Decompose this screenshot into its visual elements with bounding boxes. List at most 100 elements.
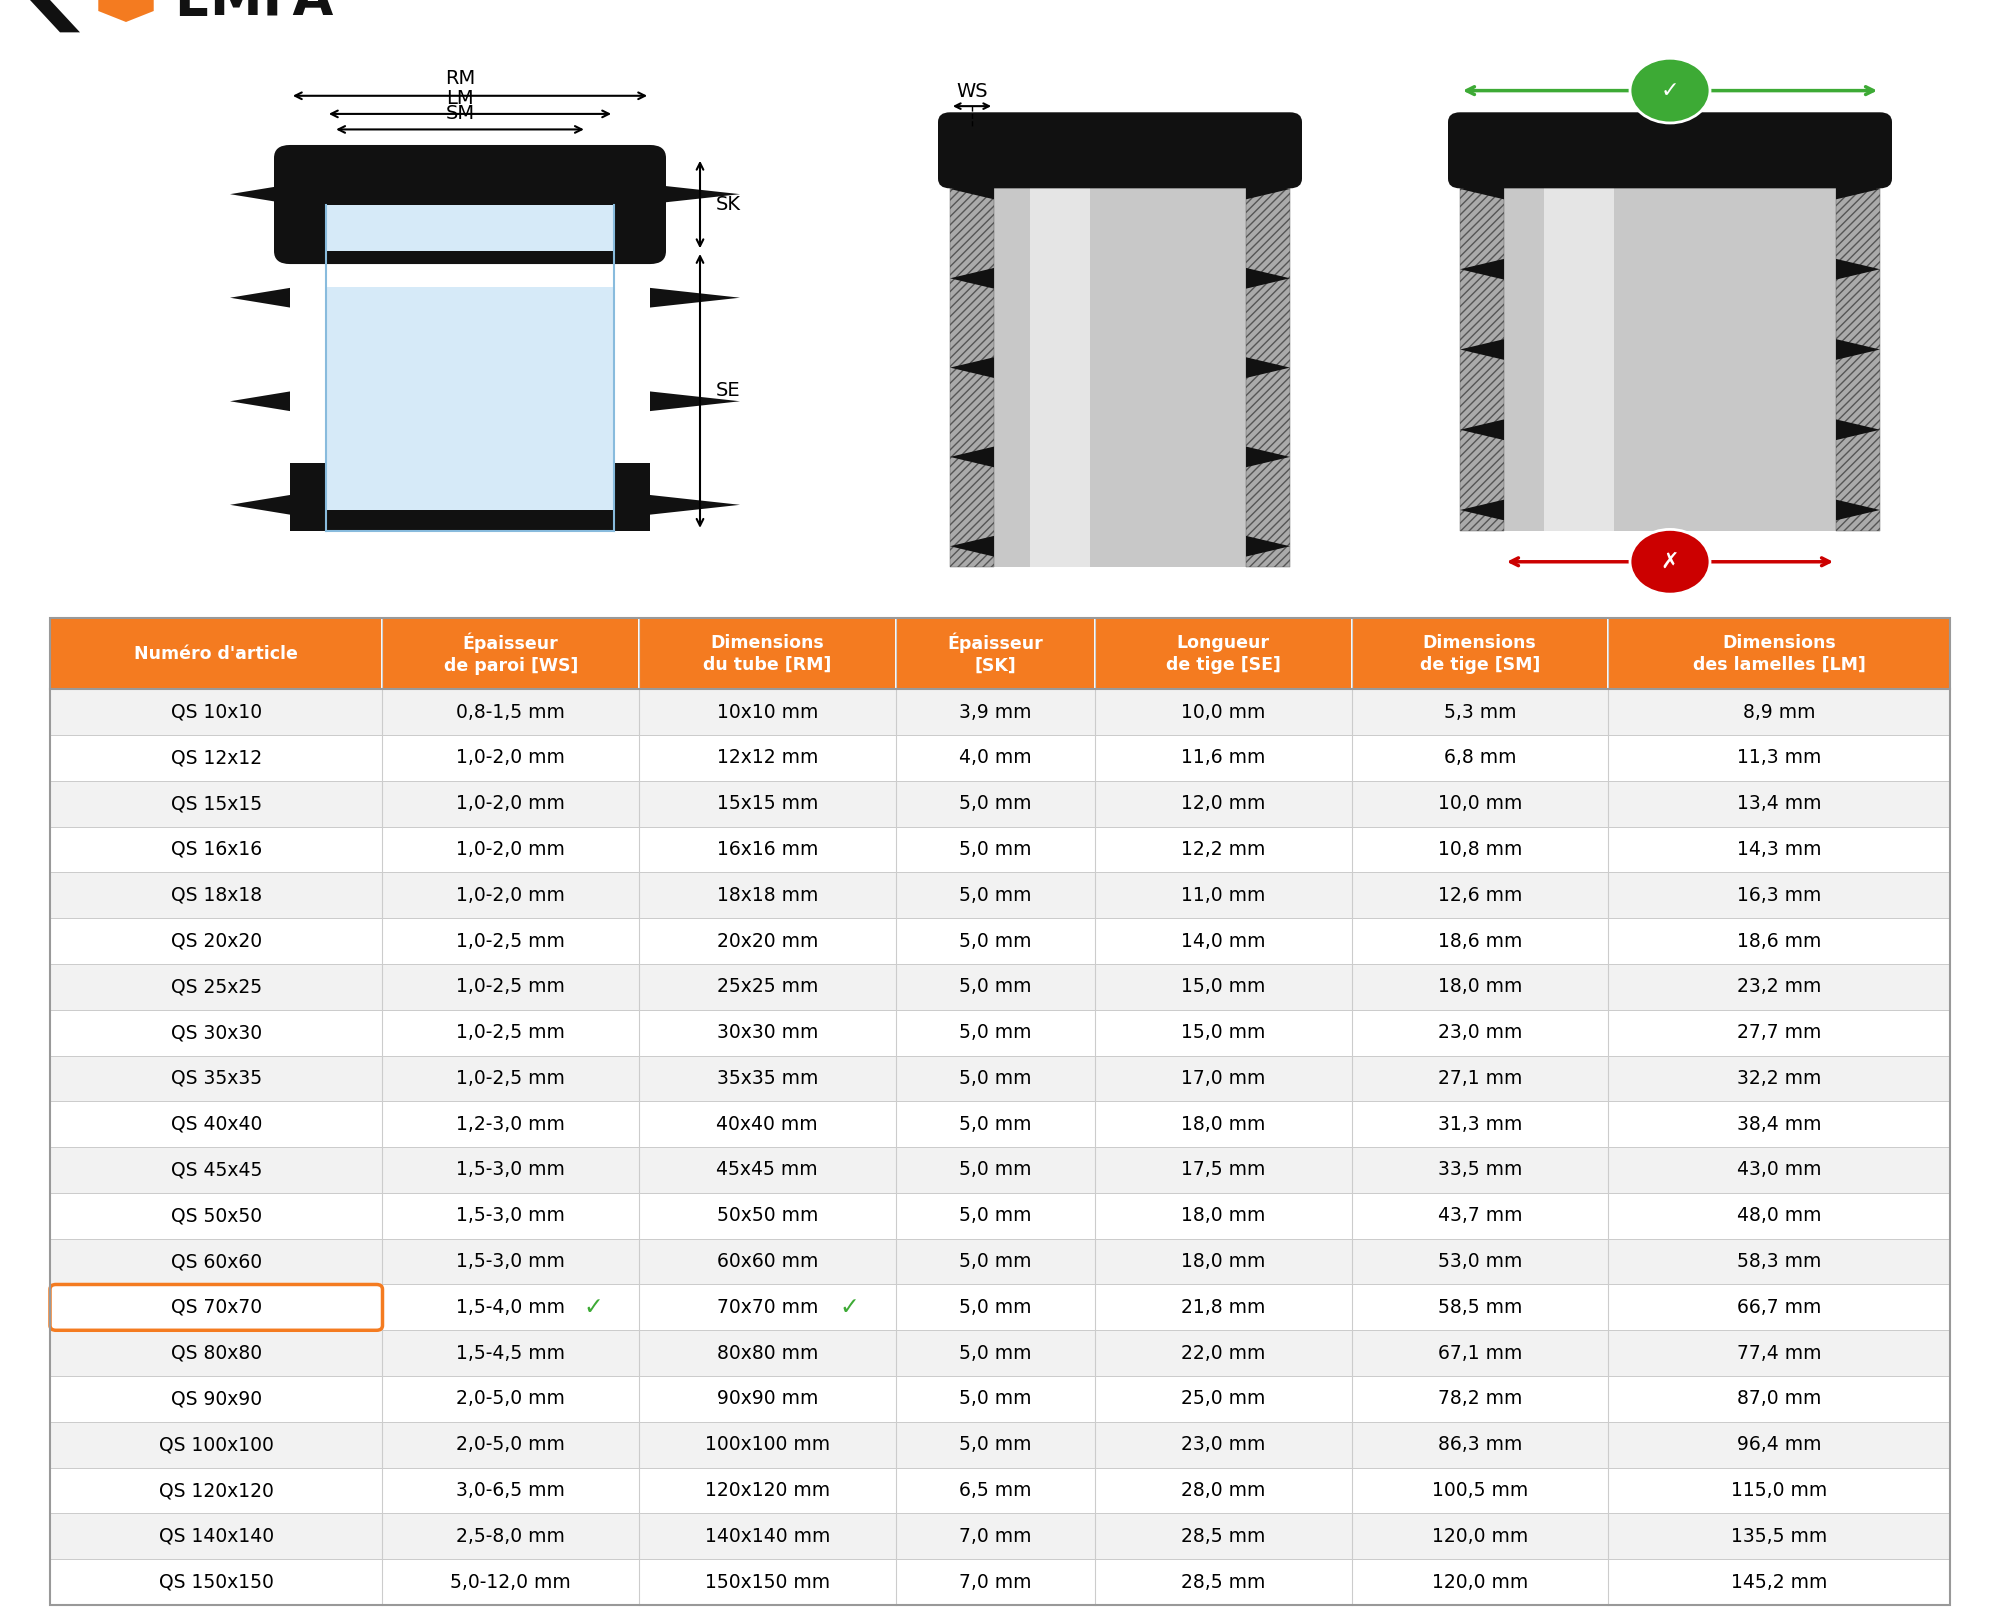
Text: 50x50 mm: 50x50 mm: [716, 1207, 818, 1225]
Bar: [1030, 126, 1090, 566]
Bar: [382, 1330, 640, 1375]
Text: 22,0 mm: 22,0 mm: [1182, 1343, 1266, 1362]
Text: QS 140x140: QS 140x140: [158, 1527, 274, 1545]
Text: QS 50x50: QS 50x50: [170, 1207, 262, 1225]
Bar: [1096, 1513, 1352, 1560]
Bar: [382, 689, 640, 735]
Bar: [50, 1147, 382, 1192]
Bar: [640, 618, 896, 689]
Text: 27,1 mm: 27,1 mm: [1438, 1069, 1522, 1087]
Bar: [382, 1055, 640, 1102]
Text: QS 40x40: QS 40x40: [170, 1115, 262, 1134]
Text: LM: LM: [446, 89, 474, 108]
Text: 2,5-8,0 mm: 2,5-8,0 mm: [456, 1527, 566, 1545]
Bar: [640, 1010, 896, 1055]
Text: 7,0 mm: 7,0 mm: [960, 1573, 1032, 1592]
Text: 20x20 mm: 20x20 mm: [716, 932, 818, 950]
Polygon shape: [1836, 419, 1880, 440]
Text: 58,3 mm: 58,3 mm: [1736, 1252, 1822, 1272]
Bar: [640, 689, 896, 735]
Bar: [50, 1375, 382, 1422]
Bar: [382, 1513, 640, 1560]
Bar: [1096, 827, 1352, 872]
Bar: [896, 1055, 1096, 1102]
Bar: [1096, 781, 1352, 827]
Bar: [640, 1560, 896, 1605]
Text: Épaisseur
[SK]: Épaisseur [SK]: [948, 633, 1044, 675]
Polygon shape: [230, 288, 290, 307]
Text: 140x140 mm: 140x140 mm: [704, 1527, 830, 1545]
Text: 12x12 mm: 12x12 mm: [716, 749, 818, 767]
Polygon shape: [950, 536, 994, 557]
Bar: [326, 204, 614, 251]
Text: QS 15x15: QS 15x15: [170, 794, 262, 814]
Bar: [382, 735, 640, 781]
Text: 80x80 mm: 80x80 mm: [716, 1343, 818, 1362]
Text: 5,0 mm: 5,0 mm: [960, 1435, 1032, 1455]
Text: 2,0-5,0 mm: 2,0-5,0 mm: [456, 1390, 566, 1409]
Bar: [382, 827, 640, 872]
Polygon shape: [1460, 419, 1504, 440]
Bar: [896, 1422, 1096, 1468]
Text: 18x18 mm: 18x18 mm: [716, 885, 818, 904]
Bar: [382, 1239, 640, 1285]
Polygon shape: [950, 358, 994, 379]
Text: 16,3 mm: 16,3 mm: [1736, 885, 1822, 904]
Bar: [896, 1468, 1096, 1513]
Text: 11,3 mm: 11,3 mm: [1736, 749, 1822, 767]
Bar: [1608, 1055, 1950, 1102]
Text: 120,0 mm: 120,0 mm: [1432, 1573, 1528, 1592]
Bar: [382, 618, 640, 689]
Text: 7,0 mm: 7,0 mm: [960, 1527, 1032, 1545]
Bar: [1352, 872, 1608, 917]
Bar: [382, 1422, 640, 1468]
Polygon shape: [1246, 358, 1290, 379]
Bar: [1352, 735, 1608, 781]
Bar: [1608, 1192, 1950, 1239]
Bar: [1608, 1468, 1950, 1513]
Bar: [382, 1192, 640, 1239]
Bar: [1352, 964, 1608, 1010]
Bar: [382, 1375, 640, 1422]
Polygon shape: [1246, 536, 1290, 557]
Polygon shape: [950, 447, 994, 468]
Bar: [382, 964, 640, 1010]
Bar: [1096, 1102, 1352, 1147]
Bar: [1352, 1239, 1608, 1285]
Text: 28,5 mm: 28,5 mm: [1182, 1573, 1266, 1592]
Bar: [1608, 1422, 1950, 1468]
Bar: [1352, 827, 1608, 872]
Bar: [896, 1560, 1096, 1605]
Text: 1,2-3,0 mm: 1,2-3,0 mm: [456, 1115, 566, 1134]
Text: 13,4 mm: 13,4 mm: [1736, 794, 1822, 814]
Polygon shape: [98, 0, 154, 23]
Polygon shape: [230, 184, 290, 204]
Bar: [1608, 1375, 1950, 1422]
Polygon shape: [1836, 340, 1880, 359]
Bar: [50, 689, 382, 735]
Text: 87,0 mm: 87,0 mm: [1736, 1390, 1822, 1409]
Bar: [1608, 735, 1950, 781]
Text: 18,6 mm: 18,6 mm: [1736, 932, 1822, 950]
Text: ✓: ✓: [1660, 81, 1680, 100]
Bar: [614, 463, 650, 531]
Text: 70x70 mm: 70x70 mm: [716, 1298, 818, 1317]
Bar: [50, 1285, 382, 1330]
Text: 27,7 mm: 27,7 mm: [1736, 1023, 1822, 1042]
Text: 5,0-12,0 mm: 5,0-12,0 mm: [450, 1573, 572, 1592]
Bar: [1352, 618, 1608, 689]
Text: 15x15 mm: 15x15 mm: [716, 794, 818, 814]
Text: 10x10 mm: 10x10 mm: [716, 702, 818, 722]
Bar: [896, 1239, 1096, 1285]
Text: 14,3 mm: 14,3 mm: [1736, 840, 1822, 859]
Text: ✗: ✗: [1660, 552, 1680, 571]
Bar: [1544, 126, 1614, 531]
Text: Numéro d'article: Numéro d'article: [134, 644, 298, 663]
Bar: [1352, 1147, 1608, 1192]
Text: 6,8 mm: 6,8 mm: [1444, 749, 1516, 767]
Bar: [1608, 1513, 1950, 1560]
Text: 145,2 mm: 145,2 mm: [1730, 1573, 1828, 1592]
Text: 43,7 mm: 43,7 mm: [1438, 1207, 1522, 1225]
Text: QS 16x16: QS 16x16: [170, 840, 262, 859]
Bar: [994, 126, 1246, 566]
